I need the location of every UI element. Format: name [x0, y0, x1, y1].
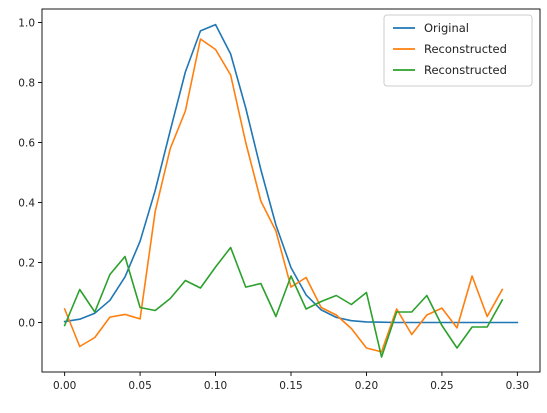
y-tick-label: 1.0: [18, 17, 35, 29]
legend-label-0: Original: [424, 21, 469, 35]
x-tick-label: 0.10: [204, 380, 227, 392]
legend-box: [383, 14, 533, 87]
series-line-2: [63, 246, 504, 358]
y-tick-label: 0.8: [18, 77, 35, 89]
y-tick-label: 0.4: [18, 197, 35, 209]
x-tick-label: 0.25: [430, 380, 453, 392]
x-axis-ticks: 0.00 0.05 0.10 0.15 0.20 0.25 0.30: [53, 372, 529, 392]
y-tick-label: 0.2: [18, 257, 35, 269]
x-tick-label: 0.15: [279, 380, 302, 392]
x-tick-label: 0.20: [355, 380, 378, 392]
x-tick-label: 0.30: [506, 380, 529, 392]
y-axis-ticks: 0.0 0.2 0.4 0.6 0.8 1.0: [18, 17, 42, 329]
series-line-1: [63, 38, 504, 353]
plot-area: [41, 8, 541, 373]
series-line-0: [63, 23, 519, 324]
y-tick-label: 0.6: [18, 137, 35, 149]
x-tick-label: 0.00: [53, 380, 76, 392]
legend-label-2: Reconstructed: [424, 63, 507, 77]
legend: Original Reconstructed Reconstructed: [383, 14, 533, 87]
y-tick-label: 0.0: [18, 317, 35, 329]
x-tick-label: 0.05: [128, 380, 151, 392]
legend-label-1: Reconstructed: [424, 42, 507, 56]
